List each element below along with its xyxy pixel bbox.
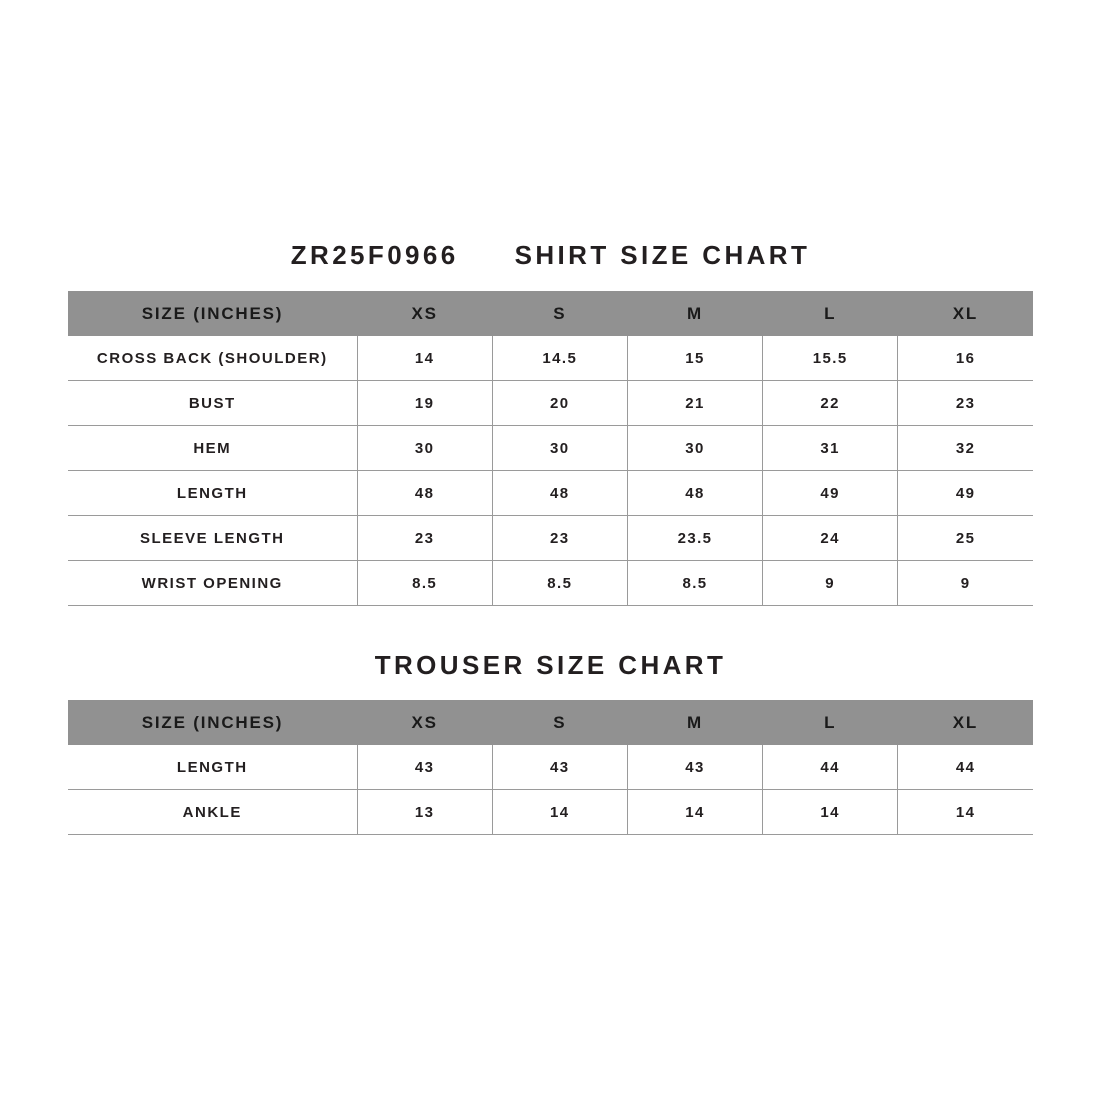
- header-xs: XS: [357, 291, 493, 336]
- cell-s: 8.5: [491, 560, 628, 606]
- row-label: HEM: [68, 425, 358, 471]
- trouser-table-body: LENGTH 43 43 43 44 44 ANKLE 13 14 14 14 …: [68, 745, 1033, 835]
- header-size-inches: SIZE (INCHES): [68, 700, 358, 745]
- trouser-size-table: SIZE (INCHES) XS S M L XL LENGTH 43 43 4…: [68, 700, 1033, 835]
- header-m: M: [627, 700, 763, 745]
- cell-m: 43: [626, 745, 763, 790]
- cell-xs: 23: [356, 515, 493, 561]
- cell-m: 14: [626, 789, 763, 835]
- cell-l: 22: [762, 380, 898, 426]
- row-label: WRIST OPENING: [68, 560, 358, 606]
- cell-m: 48: [626, 470, 763, 516]
- cell-xl: 49: [897, 470, 1033, 516]
- cell-l: 15.5: [762, 336, 898, 381]
- table-header-row: SIZE (INCHES) XS S M L XL: [68, 291, 1033, 336]
- table-row: BUST 19 20 21 22 23: [68, 380, 1033, 426]
- cell-xl: 14: [897, 789, 1033, 835]
- cell-xs: 14: [356, 336, 493, 381]
- table-row: HEM 30 30 30 31 32: [68, 425, 1033, 471]
- header-s: S: [492, 700, 628, 745]
- cell-l: 24: [762, 515, 898, 561]
- cell-xl: 25: [897, 515, 1033, 561]
- style-code: ZR25F0966: [290, 240, 459, 270]
- cell-xs: 48: [356, 470, 493, 516]
- cell-l: 31: [762, 425, 898, 471]
- row-label: BUST: [68, 380, 358, 426]
- table-row: LENGTH 43 43 43 44 44: [68, 745, 1033, 790]
- table-row: LENGTH 48 48 48 49 49: [68, 470, 1033, 516]
- row-label: CROSS BACK (SHOULDER): [68, 336, 358, 381]
- header-size-inches: SIZE (INCHES): [68, 291, 358, 336]
- shirt-chart-title: SHIRT SIZE CHART: [514, 240, 811, 270]
- cell-xl: 9: [897, 560, 1033, 606]
- header-xs: XS: [357, 700, 493, 745]
- cell-m: 23.5: [626, 515, 763, 561]
- cell-l: 14: [762, 789, 898, 835]
- cell-s: 20: [491, 380, 628, 426]
- cell-s: 14.5: [491, 336, 628, 381]
- cell-xs: 30: [356, 425, 493, 471]
- header-xl: XL: [897, 291, 1033, 336]
- row-label: LENGTH: [68, 470, 358, 516]
- trouser-chart-title: TROUSER SIZE CHART: [374, 650, 727, 680]
- cell-xl: 16: [897, 336, 1033, 381]
- cell-l: 44: [762, 745, 898, 790]
- cell-s: 14: [491, 789, 628, 835]
- cell-m: 21: [626, 380, 763, 426]
- cell-l: 9: [762, 560, 898, 606]
- header-m: M: [627, 291, 763, 336]
- shirt-size-table: SIZE (INCHES) XS S M L XL CROSS BACK (SH…: [68, 291, 1033, 606]
- cell-xs: 8.5: [356, 560, 493, 606]
- cell-xs: 13: [356, 789, 493, 835]
- header-s: S: [492, 291, 628, 336]
- table-row: WRIST OPENING 8.5 8.5 8.5 9 9: [68, 560, 1033, 606]
- cell-s: 23: [491, 515, 628, 561]
- row-label: LENGTH: [68, 745, 358, 790]
- shirt-table-header: SIZE (INCHES) XS S M L XL: [68, 291, 1033, 336]
- shirt-table-body: CROSS BACK (SHOULDER) 14 14.5 15 15.5 16…: [68, 336, 1033, 606]
- cell-s: 30: [491, 425, 628, 471]
- cell-s: 48: [491, 470, 628, 516]
- header-l: L: [762, 291, 898, 336]
- cell-xl: 23: [897, 380, 1033, 426]
- cell-m: 8.5: [626, 560, 763, 606]
- cell-xl: 44: [897, 745, 1033, 790]
- cell-xs: 43: [356, 745, 493, 790]
- cell-m: 15: [626, 336, 763, 381]
- cell-l: 49: [762, 470, 898, 516]
- header-l: L: [762, 700, 898, 745]
- table-row: ANKLE 13 14 14 14 14: [68, 789, 1033, 835]
- cell-s: 43: [491, 745, 628, 790]
- table-row: CROSS BACK (SHOULDER) 14 14.5 15 15.5 16: [68, 336, 1033, 381]
- table-row: SLEEVE LENGTH 23 23 23.5 24 25: [68, 515, 1033, 561]
- cell-xl: 32: [897, 425, 1033, 471]
- row-label: SLEEVE LENGTH: [68, 515, 358, 561]
- header-xl: XL: [897, 700, 1033, 745]
- row-label: ANKLE: [68, 789, 358, 835]
- cell-m: 30: [626, 425, 763, 471]
- trouser-table-header: SIZE (INCHES) XS S M L XL: [68, 700, 1033, 745]
- cell-xs: 19: [356, 380, 493, 426]
- page-title: ZR25F0966 SHIRT SIZE CHART: [68, 238, 1033, 272]
- table-header-row: SIZE (INCHES) XS S M L XL: [68, 700, 1033, 745]
